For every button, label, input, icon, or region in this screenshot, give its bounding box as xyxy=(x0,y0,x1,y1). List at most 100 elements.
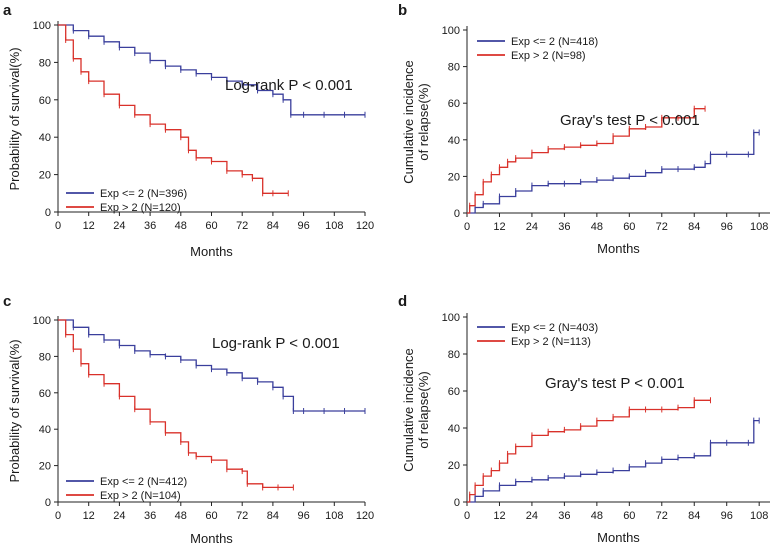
x-tick-label: 36 xyxy=(144,510,156,522)
stat-annotation: Gray's test P < 0.001 xyxy=(545,375,685,392)
x-tick-label: 24 xyxy=(526,510,538,522)
x-tick-label: 24 xyxy=(113,220,125,232)
y-tick-label: 80 xyxy=(39,57,51,69)
chart-panel-a: a 0 20 40 60 80 100 0 12 24 36 48 60 72 84 96 108 120 Mont… xyxy=(3,2,374,259)
panel-letter: c xyxy=(3,293,11,310)
x-tick-label: 36 xyxy=(558,510,570,522)
y-axis-title: Probability of survival(%) xyxy=(7,339,22,482)
legend: Exp <= 2 (N=396) Exp > 2 (N=120) xyxy=(66,188,187,214)
y-tick-label: 80 xyxy=(448,349,460,361)
y-axis-title: Cumulative incidenceof relapse(%) xyxy=(401,60,431,184)
x-tick-label: 12 xyxy=(83,220,95,232)
x-tick-label: 48 xyxy=(591,221,603,233)
x-tick-label: 0 xyxy=(55,510,61,522)
chart-panel-c: c 0 20 40 60 80 100 0 12 24 36 48 60 72 84 96 108 120 Mont… xyxy=(3,293,374,546)
x-tick-label: 72 xyxy=(236,510,248,522)
y-tick-label: 0 xyxy=(454,497,460,509)
y-tick-label: 20 xyxy=(39,170,51,182)
x-tick-label: 108 xyxy=(750,510,768,522)
x-tick-label: 72 xyxy=(656,510,668,522)
x-axis-title: Months xyxy=(597,241,640,256)
legend-label: Exp <= 2 (N=418) xyxy=(511,36,598,48)
x-tick-label: 120 xyxy=(356,220,374,232)
x-tick-label: 48 xyxy=(591,510,603,522)
series-line-low xyxy=(467,419,760,503)
y-tick-label: 20 xyxy=(448,460,460,472)
x-tick-label: 108 xyxy=(750,221,768,233)
legend-label: Exp <= 2 (N=396) xyxy=(100,188,187,200)
series-line-high xyxy=(58,24,289,194)
x-tick-label: 84 xyxy=(688,510,700,522)
y-tick-label: 0 xyxy=(45,497,51,509)
x-tick-label: 0 xyxy=(55,220,61,232)
x-tick-label: 84 xyxy=(688,221,700,233)
series-line-high xyxy=(467,399,711,503)
y-axis-title: Probability of survival(%) xyxy=(7,47,22,190)
y-axis-title: Cumulative incidenceof relapse(%) xyxy=(401,348,431,472)
y-tick-label: 100 xyxy=(442,312,460,324)
x-tick-label: 48 xyxy=(175,220,187,232)
x-tick-label: 96 xyxy=(297,220,309,232)
y-tick-label: 60 xyxy=(448,386,460,398)
legend: Exp <= 2 (N=403) Exp > 2 (N=113) xyxy=(477,322,598,348)
y-tick-label: 40 xyxy=(39,132,51,144)
chart-panel-d: d 0 20 40 60 80 100 0 12 24 36 48 60 72 84 96 108 Months C… xyxy=(398,293,770,545)
stat-annotation: Gray's test P < 0.001 xyxy=(560,112,700,129)
y-tick-label: 80 xyxy=(448,62,460,74)
y-tick-label: 20 xyxy=(448,171,460,183)
y-tick-label: 0 xyxy=(454,208,460,220)
x-tick-label: 72 xyxy=(656,221,668,233)
x-tick-label: 60 xyxy=(623,510,635,522)
panel-letter: b xyxy=(398,2,407,19)
x-tick-label: 60 xyxy=(205,510,217,522)
x-tick-label: 36 xyxy=(558,221,570,233)
legend: Exp <= 2 (N=412) Exp > 2 (N=104) xyxy=(66,476,187,502)
x-tick-label: 84 xyxy=(267,510,279,522)
series-line-low xyxy=(58,24,365,116)
legend-label: Exp > 2 (N=98) xyxy=(511,50,586,62)
y-tick-label: 100 xyxy=(33,20,51,32)
x-tick-label: 84 xyxy=(267,220,279,232)
x-tick-label: 48 xyxy=(175,510,187,522)
y-tick-label: 60 xyxy=(448,98,460,110)
x-tick-label: 24 xyxy=(113,510,125,522)
y-tick-label: 60 xyxy=(39,388,51,400)
panel-letter: d xyxy=(398,293,407,310)
stat-annotation: Log-rank P < 0.001 xyxy=(225,77,353,94)
y-tick-label: 100 xyxy=(33,315,51,327)
chart-panel-b: b 0 20 40 60 80 100 0 12 24 36 48 60 72 84 96 108 Months C… xyxy=(398,2,770,256)
x-tick-label: 108 xyxy=(325,510,343,522)
y-tick-label: 40 xyxy=(39,424,51,436)
series-line-low xyxy=(467,131,760,214)
y-tick-label: 80 xyxy=(39,351,51,363)
x-axis-title: Months xyxy=(597,530,640,545)
x-tick-label: 60 xyxy=(205,220,217,232)
legend-label: Exp <= 2 (N=403) xyxy=(511,322,598,334)
legend-label: Exp > 2 (N=113) xyxy=(511,336,591,348)
x-tick-label: 12 xyxy=(493,221,505,233)
x-tick-label: 96 xyxy=(721,510,733,522)
x-tick-label: 60 xyxy=(623,221,635,233)
y-tick-label: 40 xyxy=(448,423,460,435)
y-tick-label: 20 xyxy=(39,461,51,473)
panel-letter: a xyxy=(3,2,12,19)
x-tick-label: 120 xyxy=(356,510,374,522)
x-tick-label: 0 xyxy=(464,510,470,522)
stat-annotation: Log-rank P < 0.001 xyxy=(212,335,340,352)
series-line-low xyxy=(58,319,365,412)
y-tick-label: 100 xyxy=(442,25,460,37)
legend: Exp <= 2 (N=418) Exp > 2 (N=98) xyxy=(477,36,598,62)
legend-label: Exp > 2 (N=104) xyxy=(100,490,181,502)
x-tick-label: 0 xyxy=(464,221,470,233)
legend-label: Exp <= 2 (N=412) xyxy=(100,476,187,488)
x-tick-label: 108 xyxy=(325,220,343,232)
x-axis-title: Months xyxy=(190,244,233,259)
y-tick-label: 40 xyxy=(448,135,460,147)
x-tick-label: 12 xyxy=(493,510,505,522)
x-tick-label: 96 xyxy=(721,221,733,233)
y-tick-label: 0 xyxy=(45,207,51,219)
x-tick-label: 96 xyxy=(297,510,309,522)
x-tick-label: 24 xyxy=(526,221,538,233)
legend-label: Exp > 2 (N=120) xyxy=(100,202,181,214)
